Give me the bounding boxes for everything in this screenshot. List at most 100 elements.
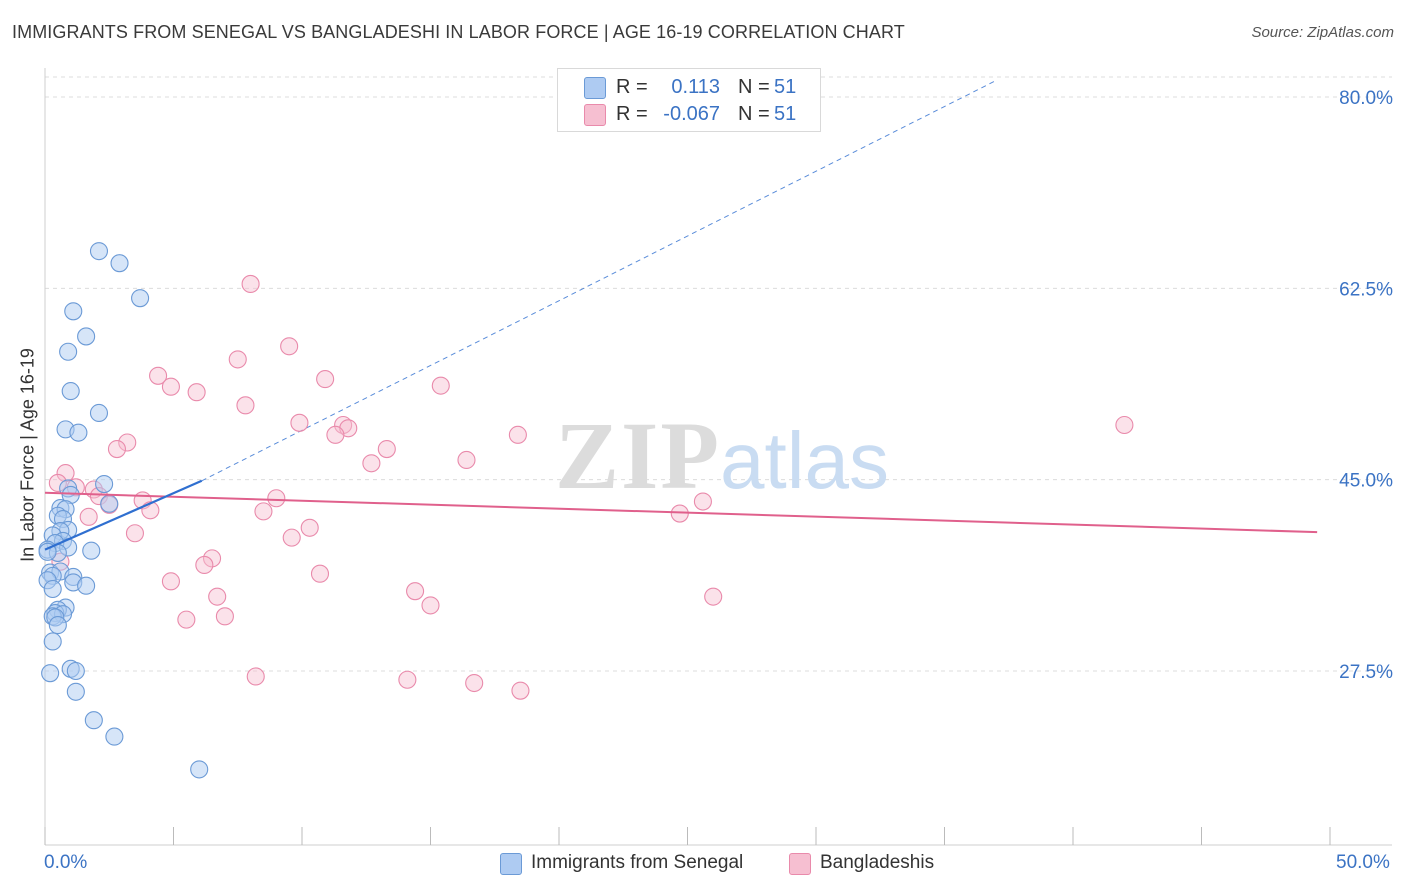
legend-row-bangladeshi: R = -0.067 N = 51 [558, 101, 820, 127]
point-bangladeshi [228, 350, 247, 369]
r-label: R = [616, 103, 648, 125]
point-bangladeshi [208, 587, 227, 606]
point-bangladeshi [693, 492, 712, 511]
point-bangladeshi [215, 607, 234, 626]
y-tick-labels: 27.5% 45.0% 62.5% 80.0% [1339, 88, 1393, 683]
swatch-senegal [584, 77, 606, 99]
point-senegal [82, 541, 101, 560]
point-bangladeshi [107, 440, 127, 459]
trend-line-senegal-extended [201, 80, 997, 482]
point-bangladeshi [125, 524, 144, 543]
trend-line-bangladeshi [44, 491, 1318, 534]
point-bangladeshi [161, 572, 180, 591]
point-bangladeshi [280, 337, 299, 356]
r-value: -0.067 [663, 103, 720, 125]
point-bangladeshi [421, 596, 440, 615]
legend-swatch-bangladeshi [789, 853, 811, 875]
y-tick-label: 62.5% [1339, 279, 1393, 300]
point-senegal [61, 382, 80, 401]
point-bangladeshi [300, 518, 319, 537]
y-axis-label: In Labor Force | Age 16-19 [17, 348, 38, 562]
point-senegal [48, 616, 67, 635]
legend-swatch-senegal [500, 853, 522, 875]
point-bangladeshi [398, 670, 417, 689]
series-legend: Immigrants from Senegal Bangladeshis [0, 850, 1406, 880]
y-tick-label: 80.0% [1339, 88, 1393, 109]
n-label: N = [738, 103, 770, 125]
point-senegal [77, 576, 96, 595]
point-bangladeshi [406, 582, 425, 601]
svg-text:ZIP: ZIP [555, 402, 721, 509]
point-bangladeshi [1115, 415, 1134, 435]
point-bangladeshi [431, 376, 450, 395]
point-bangladeshi [457, 450, 476, 470]
point-senegal [43, 579, 62, 599]
point-senegal [95, 474, 114, 494]
point-bangladeshi [511, 681, 530, 700]
watermark: ZIP atlas [555, 402, 889, 509]
axes [44, 68, 1392, 846]
point-bangladeshi [195, 555, 214, 574]
point-bangladeshi [362, 454, 381, 473]
point-bangladeshi [377, 440, 396, 459]
point-bangladeshi [203, 549, 222, 568]
point-bangladeshi [149, 366, 168, 385]
point-senegal [69, 423, 88, 442]
n-value: 51 [774, 76, 797, 98]
point-bangladeshi [326, 425, 345, 444]
n-value: 51 [774, 103, 797, 125]
point-senegal [77, 327, 96, 346]
legend-label-senegal: Immigrants from Senegal [531, 852, 744, 873]
point-senegal [43, 632, 62, 651]
point-bangladeshi [465, 673, 484, 693]
source-label: Source: ZipAtlas.com [1251, 24, 1394, 41]
correlation-legend: R = 0.113 N = 51 R = -0.067 N = 51 [557, 68, 821, 132]
point-senegal [66, 661, 85, 681]
point-senegal [41, 664, 60, 683]
r-label: R = [616, 76, 648, 98]
point-senegal [66, 682, 85, 701]
legend-label-bangladeshi: Bangladeshis [820, 852, 935, 873]
point-senegal [131, 289, 150, 308]
grid-lines [45, 76, 1392, 672]
point-bangladeshi [187, 383, 206, 402]
point-senegal [100, 494, 119, 513]
chart-title: IMMIGRANTS FROM SENEGAL VS BANGLADESHI I… [12, 22, 905, 42]
point-senegal [105, 727, 124, 746]
trend-lines [201, 80, 997, 482]
point-senegal [110, 254, 129, 273]
point-bangladeshi [79, 507, 98, 526]
point-bangladeshi [334, 415, 353, 435]
point-bangladeshi [316, 370, 335, 389]
point-bangladeshi [267, 489, 286, 508]
x-axis-min-label: 0.0% [44, 852, 88, 873]
trend-line-senegal [44, 479, 203, 551]
y-tick-label: 45.0% [1339, 471, 1393, 492]
point-bangladeshi [704, 587, 723, 606]
point-bangladeshi [282, 528, 301, 547]
point-bangladeshi [310, 564, 330, 583]
point-bangladeshi [118, 433, 137, 452]
y-tick-label: 27.5% [1339, 662, 1393, 683]
point-bangladeshi [290, 413, 309, 432]
point-senegal [64, 302, 83, 321]
point-bangladeshi [246, 667, 265, 686]
svg-text:atlas: atlas [720, 416, 889, 505]
legend-row-senegal: R = 0.113 N = 51 [558, 74, 820, 100]
r-value: 0.113 [671, 76, 720, 98]
data-points [38, 242, 1318, 779]
point-senegal [84, 711, 103, 730]
point-senegal [89, 403, 109, 423]
x-axis-max-label: 50.0% [1336, 852, 1390, 873]
point-bangladeshi [508, 425, 527, 444]
point-bangladeshi [254, 502, 273, 521]
point-senegal [190, 760, 209, 779]
point-bangladeshi [161, 377, 180, 396]
point-bangladeshi [241, 274, 260, 294]
point-senegal [89, 242, 109, 261]
point-senegal [59, 342, 78, 361]
point-bangladeshi [236, 396, 255, 415]
swatch-bangladeshi [584, 104, 606, 126]
n-label: N = [738, 76, 770, 98]
